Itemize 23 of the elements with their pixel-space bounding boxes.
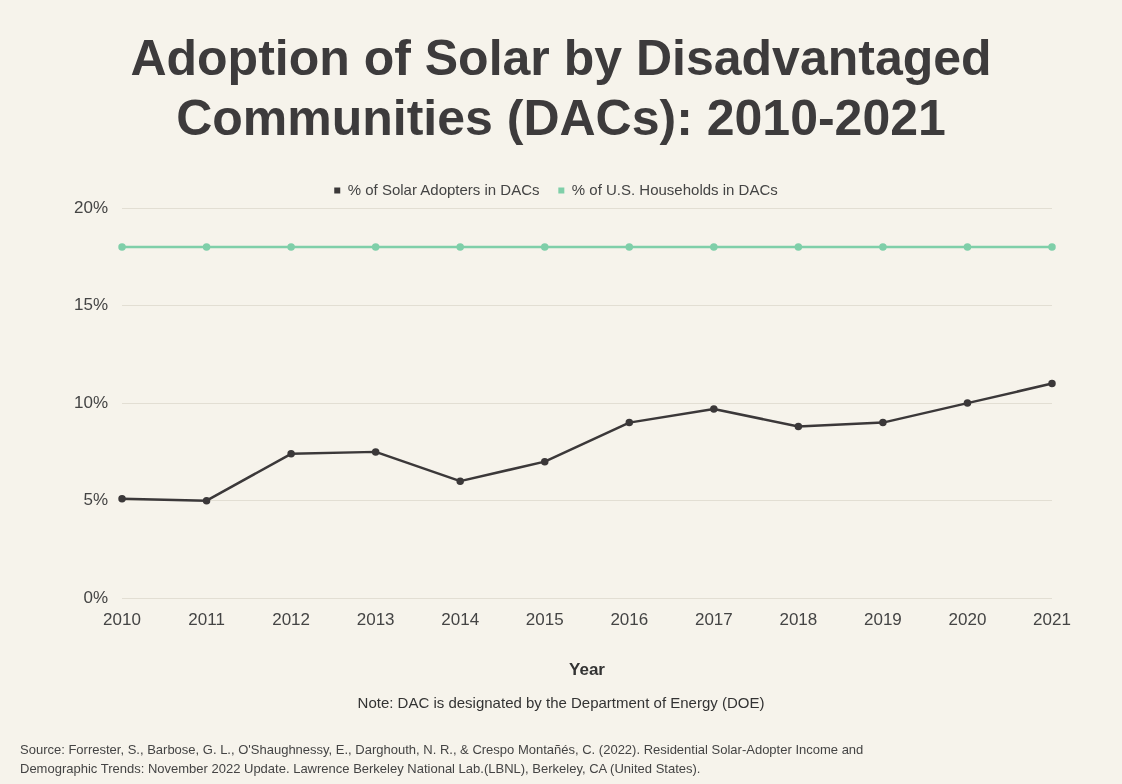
x-tick-label: 2010 [103, 610, 141, 630]
legend-label: % of Solar Adopters in DACs [347, 180, 540, 198]
x-tick-label: 2013 [356, 610, 395, 630]
legend-label: % of U.S. Households in DACs [571, 180, 778, 198]
x-axis-title: Year [569, 660, 606, 680]
y-tick-label: 0% [83, 587, 109, 607]
source-note: Source: Forrester, S., Barbose, G. L., O'Shaughnessy, E., Darghouth, N. R., & Crespo Montañés, C. (2022). Residential Solar-Adopter Income and Demographic Trends: November 2022 Update. Lawrence Berkeley National Lab.(LBNL), Berkeley, CA (United States). [20, 741, 865, 778]
y-tick-label: 15% [73, 295, 109, 315]
x-tick-label: 2014 [441, 610, 480, 630]
x-tick-label: 2020 [948, 610, 987, 630]
text: Note: DAC is designated by the Department of Energy (DOE) [356, 694, 766, 711]
x-tick-label: 2016 [610, 610, 649, 630]
y-tick-label: 20% [73, 197, 109, 217]
chart-title: Adoption of Solar by Disadvantaged Communities (DACs): 2010-2021 [129, 29, 993, 148]
x-tick-label: 2015 [525, 610, 564, 630]
x-tick-label: 2019 [864, 610, 902, 630]
x-tick-label: 2021 [1033, 610, 1071, 630]
x-tick-label: 2017 [694, 610, 733, 630]
x-tick-label: 2012 [272, 610, 311, 630]
y-tick-label: 10% [73, 392, 109, 412]
y-tick-label: 5% [83, 490, 109, 510]
x-tick-label: 2018 [779, 610, 818, 630]
x-tick-label: 2011 [188, 610, 225, 630]
